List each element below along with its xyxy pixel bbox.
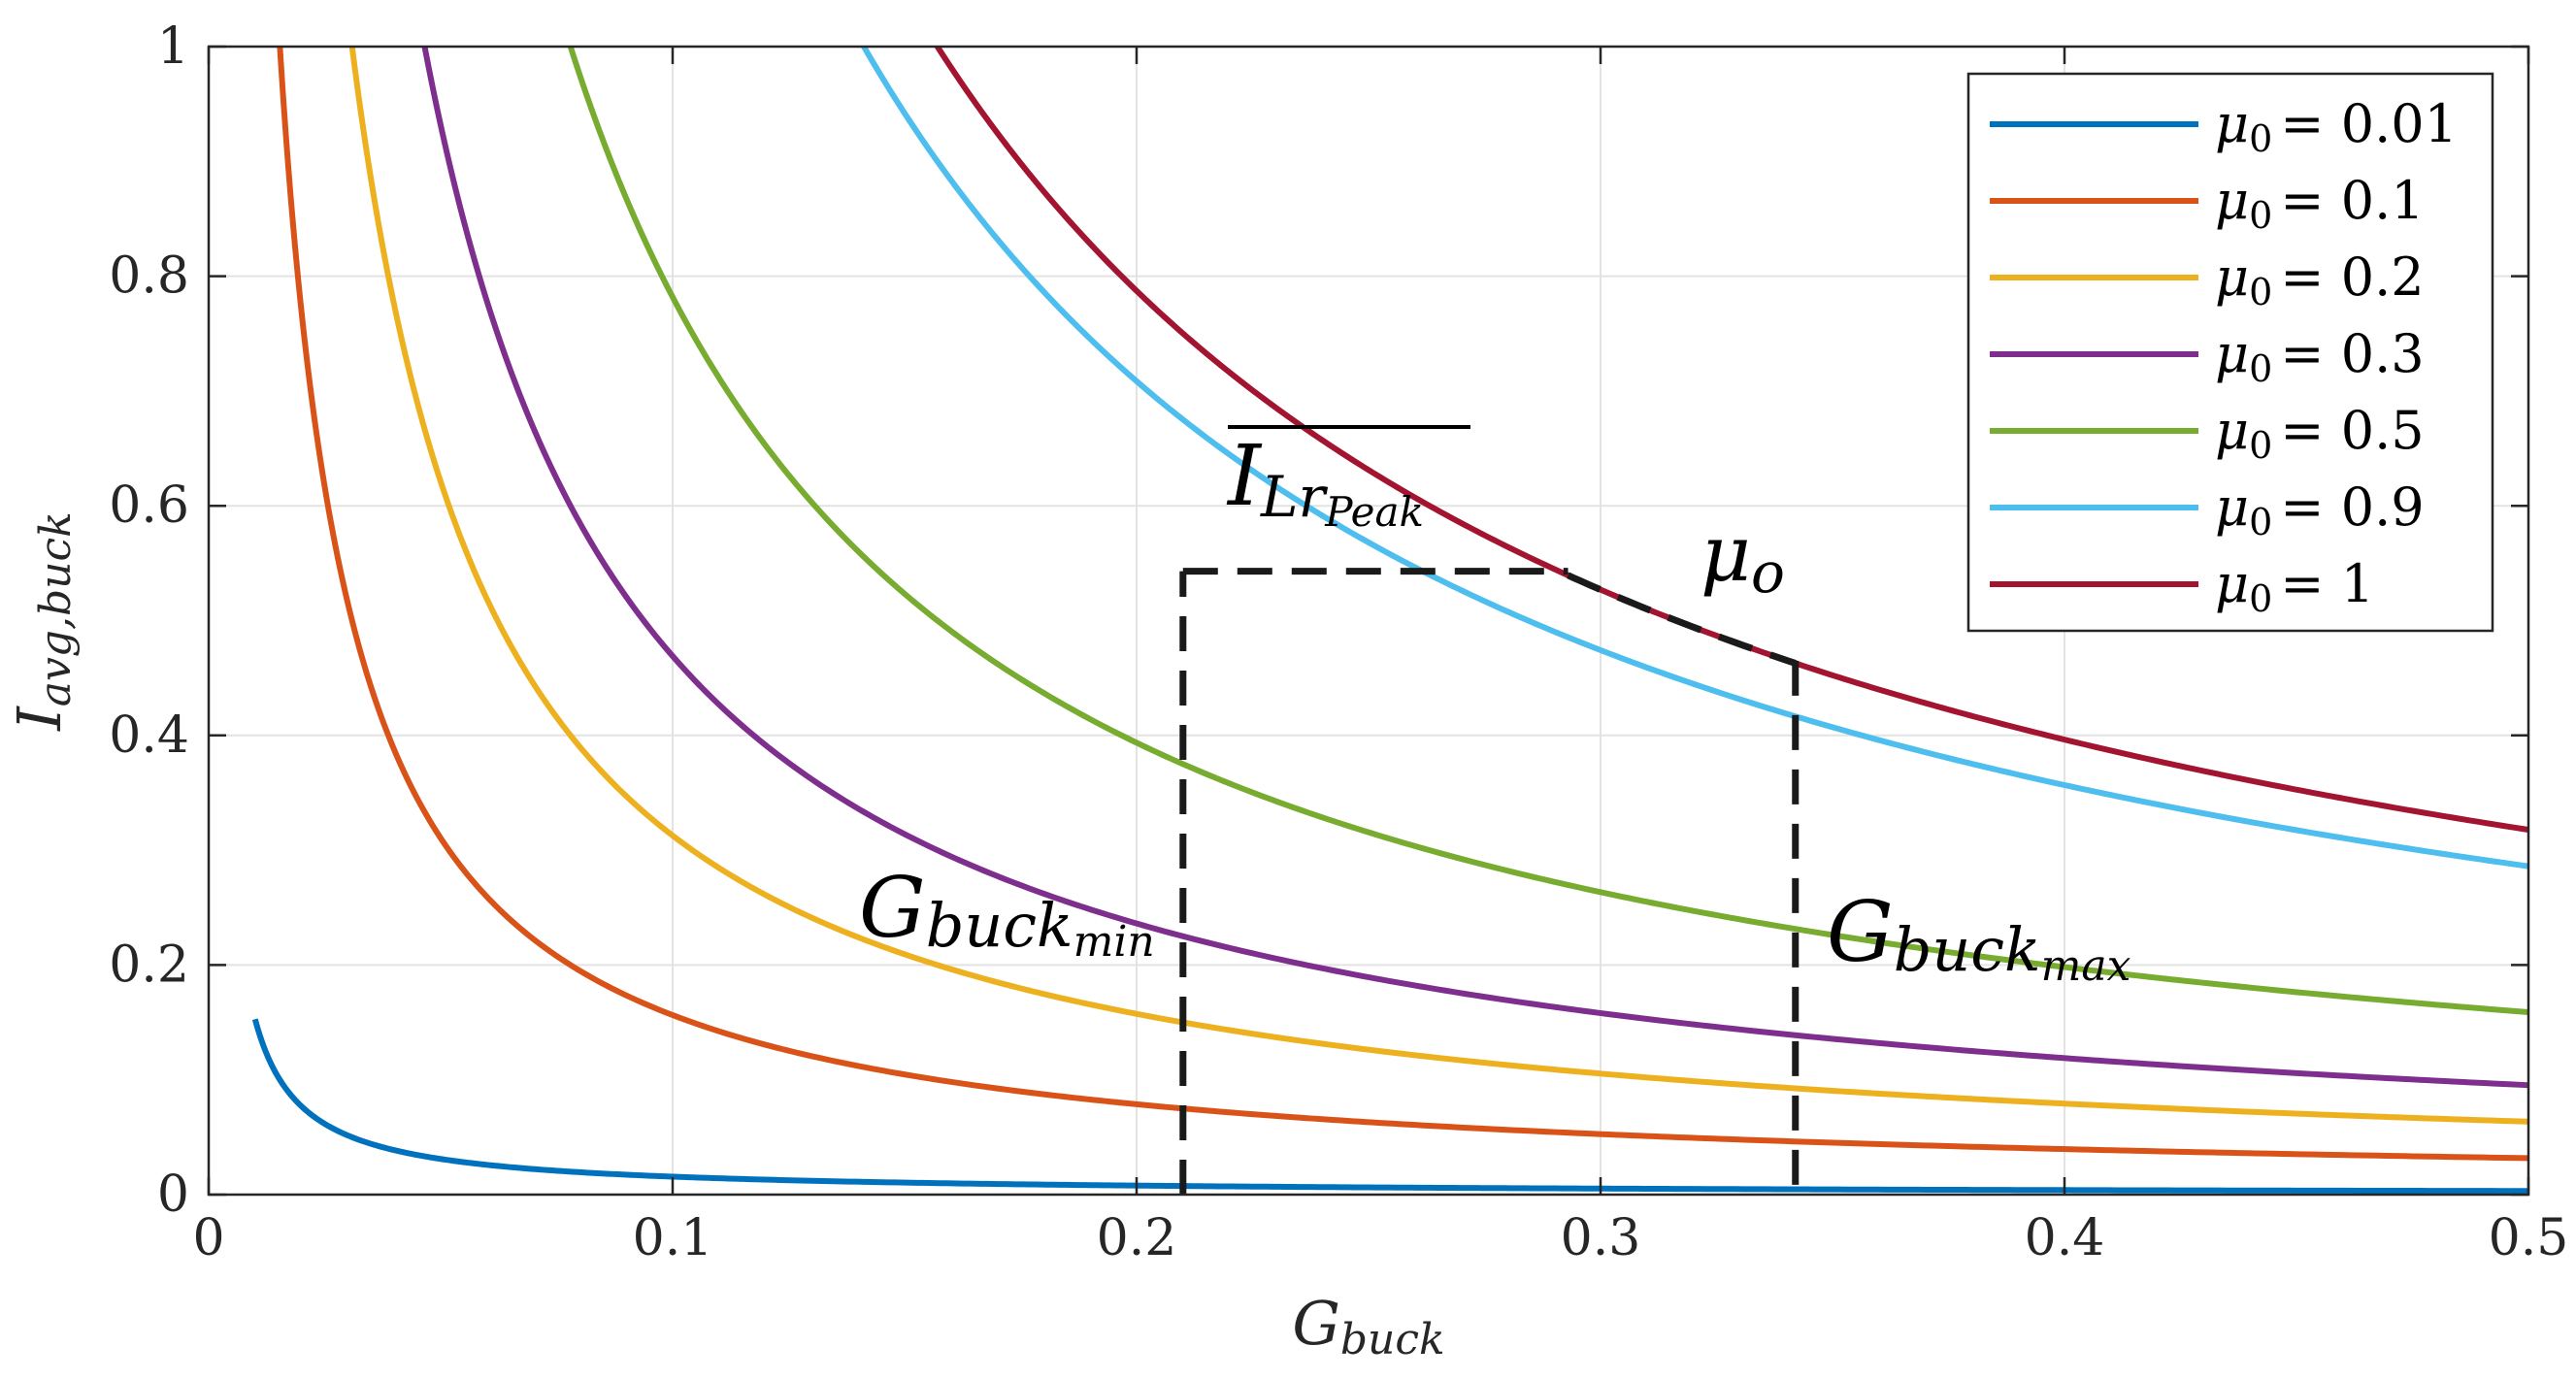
operating-region	[1179, 568, 1800, 1195]
legend-label-3: μ0 = 0.3	[2215, 323, 2425, 390]
mu-annotation: μo	[1701, 509, 1785, 606]
series-line-4	[567, 47, 2528, 1016]
gbuck-min-annotation: Gbuckmin	[859, 860, 1155, 967]
series-line-1	[277, 47, 2528, 1162]
series-line-6	[934, 47, 2528, 834]
series-line-2	[348, 47, 2528, 1125]
x-tick-label: 0.4	[2025, 1209, 2105, 1267]
series-line-0	[251, 1016, 2528, 1195]
x-axis-label: Gbuck	[1292, 1288, 1444, 1364]
y-tick-label: 1	[157, 17, 189, 76]
x-tick-label: 0.3	[1561, 1209, 1641, 1267]
y-tick-label: 0.8	[109, 247, 189, 306]
y-tick-label: 0.2	[109, 936, 189, 994]
x-tick-label: 0.1	[633, 1209, 713, 1267]
series-line-3	[421, 47, 2528, 1089]
y-tick-label: 0	[157, 1166, 189, 1224]
legend-label-2: μ0 = 0.2	[2215, 246, 2425, 313]
peak-current-annotation: ILrPeak	[1226, 425, 1470, 536]
y-tick-label: 0.4	[109, 706, 189, 765]
y-axis-label: Iavg,buck	[4, 511, 81, 732]
legend-label-1: μ0 = 0.1	[2215, 170, 2425, 237]
x-tick-label: 0	[192, 1209, 224, 1267]
legend-label-5: μ0 = 0.9	[2215, 476, 2425, 543]
series-group	[251, 47, 2528, 1195]
gbuck-max-annotation: Gbuckmax	[1827, 884, 2131, 991]
legend-label-4: μ0 = 0.5	[2215, 400, 2425, 467]
x-tick-label: 0.2	[1097, 1209, 1177, 1267]
series-line-5	[860, 47, 2528, 870]
region-curve-edge	[1567, 572, 1797, 667]
legend-label-6: μ0 = 1	[2215, 553, 2374, 620]
x-tick-label: 0.5	[2489, 1209, 2569, 1267]
legend-label-0: μ0 = 0.01	[2215, 93, 2458, 160]
plot-box	[207, 45, 2530, 1197]
axis-ticks: 0 0.1 0.2 0.3 0.4 0.5 0 0.2 0.4 0.6 0.8 1	[109, 17, 2568, 1267]
y-tick-label: 0.6	[109, 476, 189, 535]
legend: μ0 = 0.01 μ0 = 0.1 μ0 = 0.2 μ0 = 0.3 μ0 = 0.5 μ0 = …	[1966, 72, 2494, 633]
svg-text:ILrPeak: ILrPeak	[1226, 428, 1424, 536]
